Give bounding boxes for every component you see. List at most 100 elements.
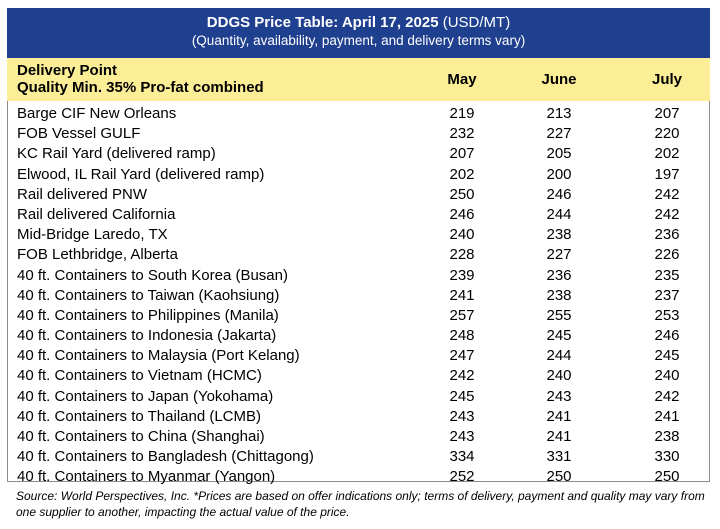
price-may-cell: 243 — [449, 428, 475, 445]
price-june-cell: 227 — [546, 125, 572, 143]
delivery-point-cell: 40 ft. Containers to South Korea (Busan) — [17, 266, 288, 284]
delivery-point-header-line2: Quality Min. 35% Pro-fat combined — [17, 79, 264, 96]
price-june-cell: 250 — [546, 468, 572, 486]
price-may-cell: 240 — [449, 226, 475, 244]
table-row: 40 ft. Containers to Vietnam (HCMC) 242 24… — [7, 366, 710, 386]
price-july-cell: 240 — [654, 367, 680, 385]
table-title-bar: DDGS Price Table: April 17, 2025 (USD/MT… — [7, 8, 710, 58]
delivery-point-cell: 40 ft. Containers to Thailand (LCMB) — [17, 407, 262, 425]
delivery-point-cell: Mid-Bridge Laredo, TX — [17, 226, 168, 244]
price-july-cell: 242 — [654, 387, 680, 405]
price-july-cell: 241 — [654, 407, 680, 425]
price-june-cell: 245 — [546, 327, 572, 345]
price-july-cell: 235 — [654, 266, 680, 284]
price-may-cell: 257 — [449, 306, 475, 324]
source-note: Source: World Perspectives, Inc. *Prices… — [16, 489, 705, 519]
table-subtitle: (Quantity, availability, payment, and de… — [191, 33, 526, 48]
price-july-cell: 330 — [654, 448, 680, 466]
price-may-cell: 243 — [449, 407, 475, 425]
price-may-cell: 219 — [449, 105, 475, 122]
price-july-cell: 207 — [654, 105, 680, 122]
price-july-cell: 242 — [654, 185, 680, 203]
price-may-cell: 250 — [449, 185, 475, 203]
price-may-cell: 202 — [449, 165, 475, 183]
price-june-cell: 243 — [546, 387, 572, 405]
price-may-cell: 241 — [449, 286, 475, 304]
delivery-point-cell: KC Rail Yard (delivered ramp) — [17, 145, 216, 163]
table-row: Rail delivered PNW 250 246 242 — [7, 185, 710, 205]
table-row: 40 ft. Containers to Philippines (Manila… — [7, 306, 710, 326]
delivery-point-cell: 40 ft. Containers to China (Shanghai) — [17, 428, 265, 445]
column-header-july: July — [651, 71, 682, 88]
price-june-cell: 238 — [546, 226, 572, 244]
table-body: Barge CIF New Orleans 219 213 207 FOB Vessel… — [7, 104, 710, 488]
price-july-cell: 246 — [654, 327, 680, 345]
price-june-cell: 200 — [546, 165, 572, 183]
price-june-cell: 227 — [546, 246, 572, 264]
delivery-point-cell: Rail delivered PNW — [17, 185, 148, 203]
price-july-cell: 250 — [654, 468, 680, 486]
table-row: Mid-Bridge Laredo, TX 240 238 236 — [7, 225, 710, 245]
price-june-cell: 246 — [546, 185, 572, 203]
delivery-point-cell: Elwood, IL Rail Yard (delivered ramp) — [17, 165, 265, 183]
price-july-cell: 226 — [654, 246, 680, 264]
price-june-cell: 244 — [546, 205, 572, 223]
price-june-cell: 331 — [546, 448, 572, 466]
price-june-cell: 244 — [546, 347, 572, 365]
table-row: 40 ft. Containers to Taiwan (Kaohsiung) 2… — [7, 286, 710, 306]
delivery-point-cell: 40 ft. Containers to Taiwan (Kaohsiung) — [17, 286, 280, 304]
price-may-cell: 207 — [449, 145, 475, 163]
delivery-point-header: Delivery Point Quality Min. 35% Pro-fat … — [17, 62, 264, 96]
table-row: 40 ft. Containers to Japan (Yokohama) 245… — [7, 387, 710, 407]
price-may-cell: 246 — [449, 205, 475, 223]
price-may-cell: 247 — [449, 347, 475, 365]
table-row: 40 ft. Containers to Bangladesh (Chittag… — [7, 447, 710, 467]
table-row: FOB Lethbridge, Alberta 228 227 226 — [7, 245, 710, 265]
delivery-point-cell: Barge CIF New Orleans — [17, 105, 177, 122]
delivery-point-cell: FOB Lethbridge, Alberta — [17, 246, 178, 264]
price-june-cell: 205 — [546, 145, 572, 163]
delivery-point-cell: 40 ft. Containers to Philippines (Manila… — [17, 306, 279, 324]
price-may-cell: 245 — [449, 387, 475, 405]
price-july-cell: 202 — [654, 145, 680, 163]
price-july-cell: 220 — [654, 125, 680, 143]
price-may-cell: 228 — [449, 246, 475, 264]
price-june-cell: 255 — [546, 306, 572, 324]
table-title-unit: (USD/MT) — [442, 14, 511, 31]
table-row: 40 ft. Containers to Malaysia (Port Kela… — [7, 346, 710, 366]
table-row: 40 ft. Containers to China (Shanghai) 243… — [7, 427, 710, 447]
price-may-cell: 242 — [449, 367, 475, 385]
table-title: DDGS Price Table: April 17, 2025 (USD/MT… — [7, 14, 710, 32]
price-july-cell: 253 — [654, 306, 680, 324]
delivery-point-cell: Rail delivered California — [17, 205, 176, 223]
table-row: 40 ft. Containers to Indonesia (Jakarta)… — [7, 326, 710, 346]
price-june-cell: 240 — [546, 367, 572, 385]
table-row: 40 ft. Containers to Thailand (LCMB) 243 2… — [7, 407, 710, 427]
price-may-cell: 232 — [449, 125, 475, 143]
price-may-cell: 334 — [449, 448, 475, 466]
price-may-cell: 248 — [449, 327, 475, 345]
price-july-cell: 245 — [654, 347, 680, 365]
delivery-point-cell: 40 ft. Containers to Myanmar (Yangon) — [17, 468, 276, 486]
table-row: Rail delivered California 246 244 242 — [7, 205, 710, 225]
table-title-text: DDGS Price Table: April 17, 2025 — [206, 14, 439, 31]
table-row: Elwood, IL Rail Yard (delivered ramp) 202… — [7, 165, 710, 185]
price-july-cell: 242 — [654, 205, 680, 223]
price-july-cell: 197 — [654, 165, 680, 183]
price-july-cell: 238 — [654, 428, 680, 445]
delivery-point-cell: 40 ft. Containers to Malaysia (Port Kela… — [17, 347, 300, 365]
price-may-cell: 239 — [449, 266, 475, 284]
column-header-may: May — [447, 71, 477, 88]
price-june-cell: 238 — [546, 286, 572, 304]
price-july-cell: 237 — [654, 286, 680, 304]
table-row: 40 ft. Containers to South Korea (Busan)… — [7, 266, 710, 286]
table-row: KC Rail Yard (delivered ramp) 207 205 202 — [7, 144, 710, 164]
table-header-row: Delivery Point Quality Min. 35% Pro-fat … — [7, 58, 710, 101]
delivery-point-cell: 40 ft. Containers to Bangladesh (Chittag… — [17, 448, 314, 466]
table-row: Barge CIF New Orleans 219 213 207 — [7, 104, 710, 124]
price-july-cell: 236 — [654, 226, 680, 244]
delivery-point-cell: 40 ft. Containers to Indonesia (Jakarta) — [17, 327, 277, 345]
price-june-cell: 241 — [546, 428, 572, 445]
price-june-cell: 236 — [546, 266, 572, 284]
price-may-cell: 252 — [449, 468, 475, 486]
